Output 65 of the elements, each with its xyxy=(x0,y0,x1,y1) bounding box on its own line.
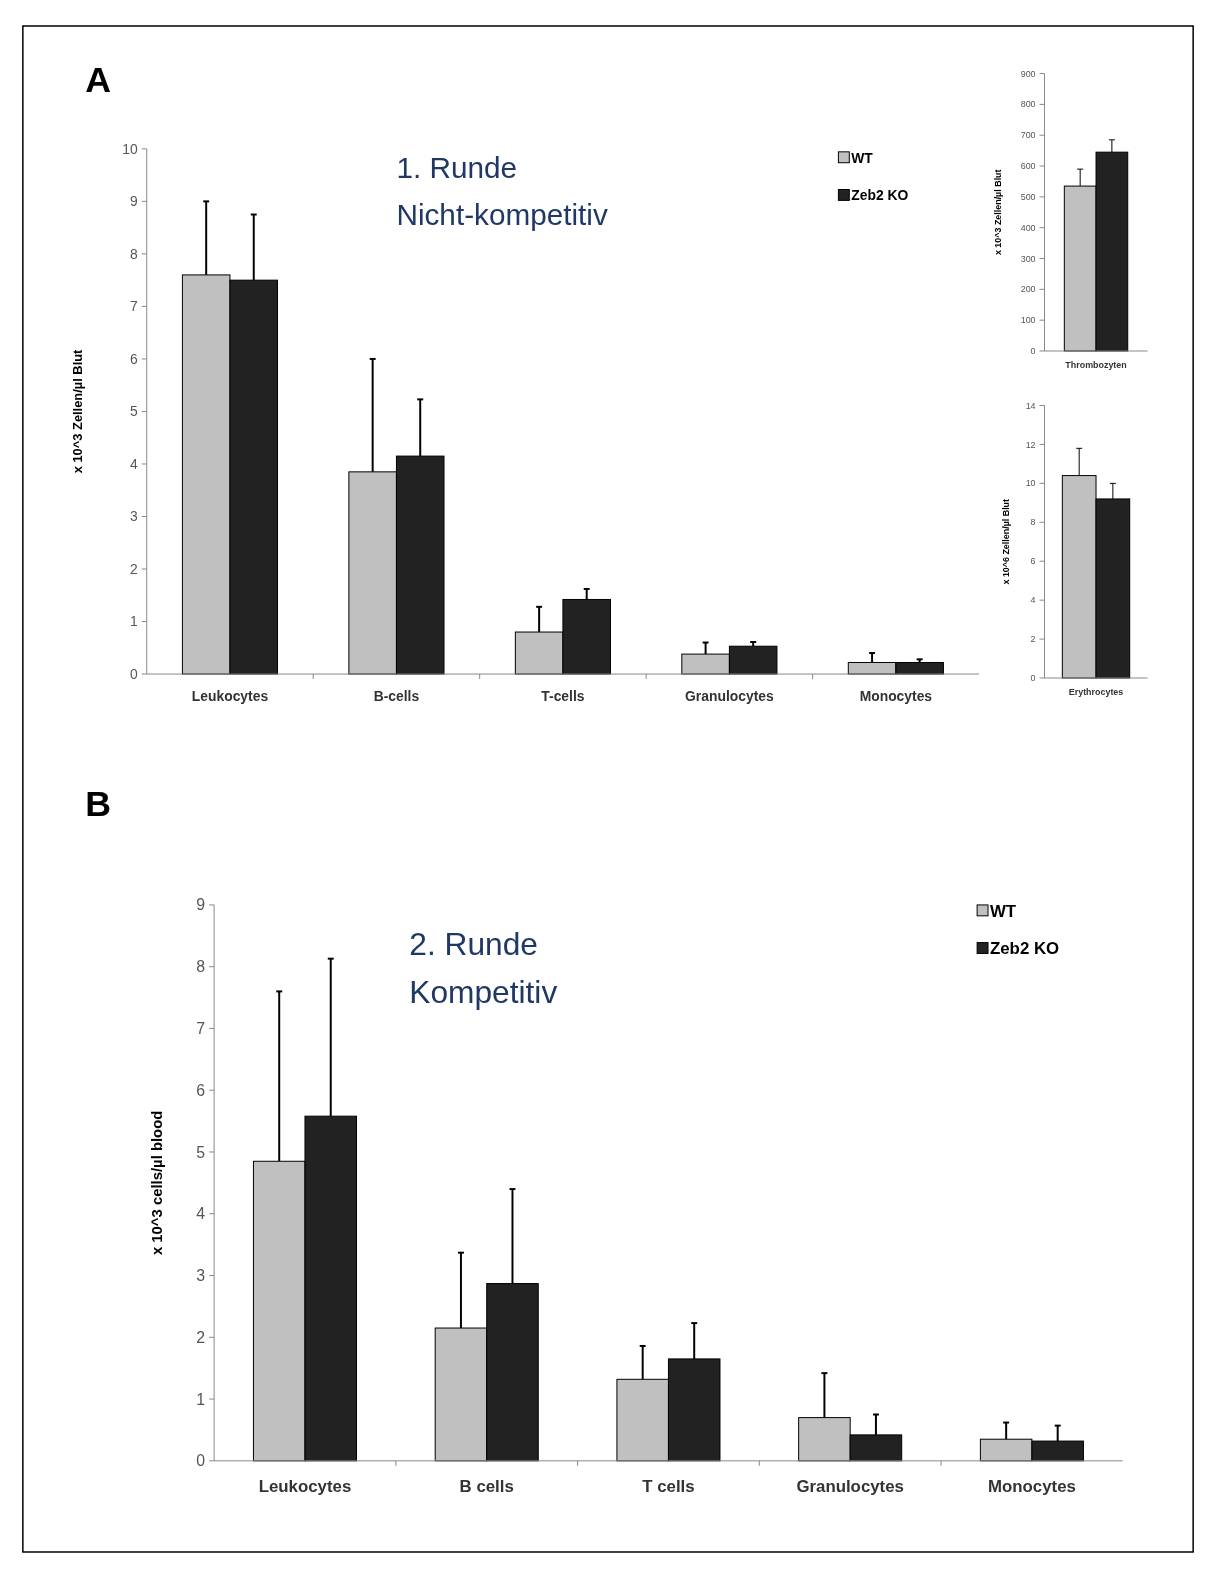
x-tick-label: Granulocytes xyxy=(685,687,774,704)
y-tick-label: 0 xyxy=(196,1452,206,1470)
y-tick-label: 2 xyxy=(130,560,139,577)
annotation: Kompetitiv xyxy=(409,974,558,1011)
y-tick-label: 800 xyxy=(1020,99,1036,110)
y-tick-label: 8 xyxy=(1030,517,1036,528)
y-tick-label: 12 xyxy=(1025,439,1036,450)
y-tick-label: 4 xyxy=(196,1205,206,1223)
legend-label: WT xyxy=(851,149,874,166)
y-tick-label: 0 xyxy=(1030,346,1036,357)
x-tick-label: Monocytes xyxy=(859,687,933,704)
x-tick-label: B cells xyxy=(459,1476,514,1496)
x-tick-label: B-cells xyxy=(373,687,420,704)
annotation: 1. Runde xyxy=(396,150,518,184)
y-tick-label: 6 xyxy=(130,350,139,367)
y-tick-label: 8 xyxy=(196,958,206,976)
y-tick-label: 7 xyxy=(130,298,139,315)
y-axis-title: x 10^3 Zellen/µl Blut xyxy=(992,169,1003,256)
x-tick-label: T-cells xyxy=(541,687,585,704)
y-tick-label: 9 xyxy=(196,896,206,914)
y-tick-label: 1 xyxy=(196,1390,206,1408)
y-tick-label: 4 xyxy=(1030,595,1036,606)
legend-label: Zeb2 KO xyxy=(851,187,909,204)
x-tick-label: Granulocytes xyxy=(796,1476,904,1496)
annotation: Nicht-kompetitiv xyxy=(396,198,608,232)
x-tick-label: Erythrocytes xyxy=(1068,686,1124,697)
y-tick-label: 1 xyxy=(130,613,139,630)
x-tick-label: Thrombozyten xyxy=(1065,359,1127,370)
y-tick-label: 200 xyxy=(1020,284,1036,295)
y-tick-label: 6 xyxy=(196,1081,206,1099)
x-tick-label: Monocytes xyxy=(987,1476,1076,1496)
legend-label: Zeb2 KO xyxy=(990,939,1060,959)
legend-label: WT xyxy=(990,901,1017,921)
y-tick-label: 3 xyxy=(196,1267,206,1285)
y-tick-label: 6 xyxy=(1030,556,1036,567)
y-tick-label: 900 xyxy=(1020,68,1036,79)
y-tick-label: 8 xyxy=(130,245,139,262)
y-tick-label: 5 xyxy=(130,403,139,420)
y-axis-title: x 10^3 Zellen/µl Blut xyxy=(70,348,86,474)
y-tick-label: 0 xyxy=(1030,673,1036,684)
annotation: 2. Runde xyxy=(409,926,538,963)
text: A xyxy=(85,60,112,101)
y-tick-label: 4 xyxy=(130,455,139,472)
y-tick-label: 2 xyxy=(1030,634,1036,645)
x-tick-label: Leukocytes xyxy=(258,1476,352,1496)
y-tick-label: 2 xyxy=(196,1328,206,1346)
y-tick-label: 7 xyxy=(196,1020,206,1038)
y-tick-label: 500 xyxy=(1020,191,1036,202)
y-tick-label: 9 xyxy=(130,193,139,210)
y-tick-label: 10 xyxy=(122,140,139,157)
y-axis-title: x 10^3 cells/µl blood xyxy=(148,1110,165,1256)
y-tick-label: 700 xyxy=(1020,130,1036,141)
y-axis-title: x 10^6 Zellen/µl Blut xyxy=(1000,498,1011,585)
y-tick-label: 5 xyxy=(196,1143,206,1161)
y-tick-label: 300 xyxy=(1020,253,1036,264)
y-tick-label: 10 xyxy=(1025,478,1036,489)
text: B xyxy=(85,783,112,824)
x-tick-label: Leukocytes xyxy=(191,687,269,704)
x-tick-label: T cells xyxy=(642,1476,695,1496)
y-tick-label: 100 xyxy=(1020,315,1036,326)
y-tick-label: 14 xyxy=(1025,400,1036,411)
y-tick-label: 400 xyxy=(1020,222,1036,233)
y-tick-label: 3 xyxy=(130,508,139,525)
y-tick-label: 0 xyxy=(130,665,139,682)
y-tick-label: 600 xyxy=(1020,161,1036,172)
